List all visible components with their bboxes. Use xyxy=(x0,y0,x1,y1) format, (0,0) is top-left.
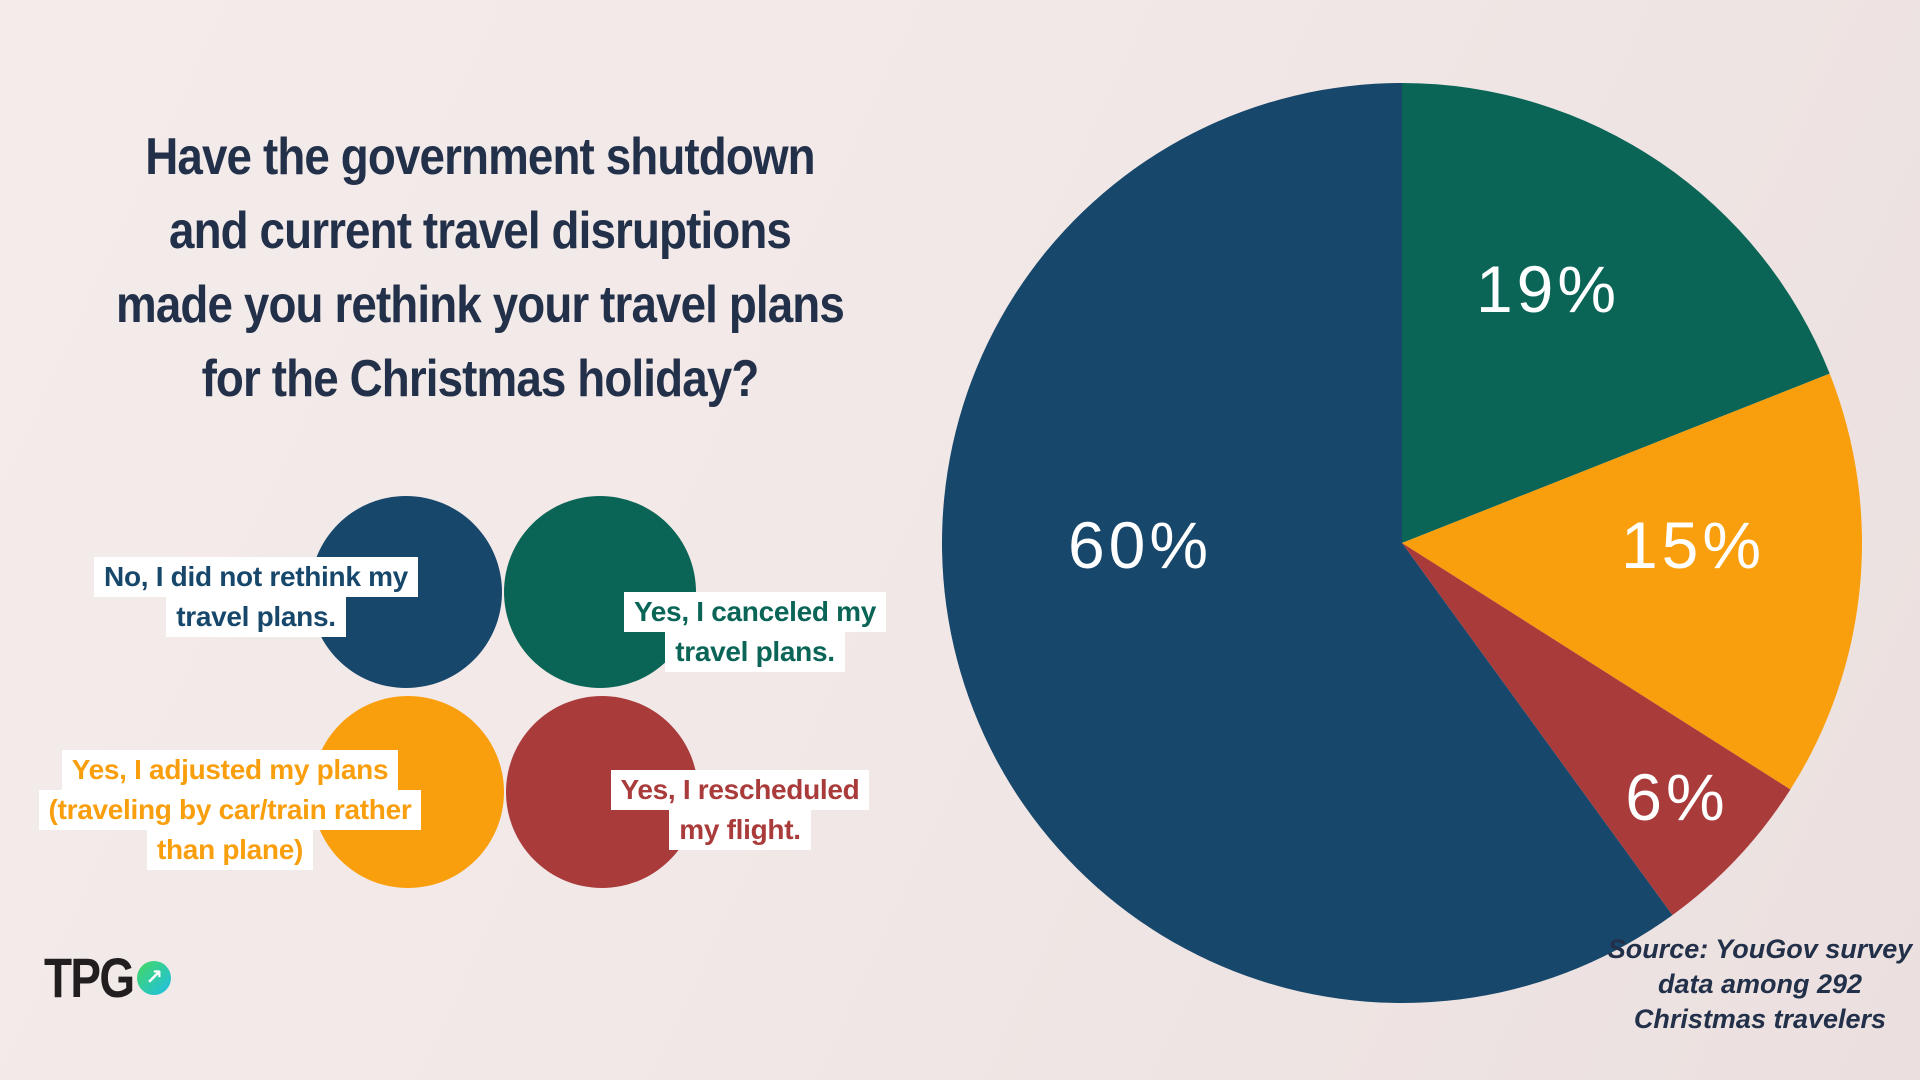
tpg-logo-text: TPG xyxy=(44,946,135,1009)
title-line-4: for the Christmas holiday? xyxy=(201,350,760,408)
legend-label-adjusted: Yes, I adjusted my plans (traveling by c… xyxy=(20,750,440,870)
source-note: Source: YouGov survey data among 292 Chr… xyxy=(1600,932,1920,1037)
legend-label-line: (traveling by car/train rather xyxy=(38,790,422,830)
title-line-1: Have the government shutdown xyxy=(145,128,815,186)
legend-label-rescheduled: Yes, I rescheduled my flight. xyxy=(580,770,900,850)
pie-slice-adjusted xyxy=(1402,373,1863,790)
title-line-3: made you rethink your travel plans xyxy=(116,276,845,334)
tpg-logo-circle: ↗ xyxy=(137,961,172,995)
legend-label-no-rethink: No, I did not rethink my travel plans. xyxy=(76,557,436,637)
source-line-3: Christmas travelers xyxy=(1633,1004,1887,1034)
source-line-2: data among 292 xyxy=(1657,969,1863,999)
legend-label-line: Yes, I rescheduled xyxy=(610,770,870,810)
pie-slice-canceled xyxy=(1402,83,1830,543)
source-line-1: Source: YouGov survey xyxy=(1607,934,1913,964)
legend-label-line: No, I did not rethink my xyxy=(94,557,418,597)
legend-label-line: travel plans. xyxy=(166,597,346,637)
legend-label-line: than plane) xyxy=(146,830,314,870)
arrow-up-right-icon: ↗ xyxy=(145,965,163,989)
legend-label-line: my flight. xyxy=(669,810,811,850)
title-line-2: and current travel disruptions xyxy=(169,202,792,260)
pie-slice-rescheduled xyxy=(1402,543,1791,916)
page-title: Have the government shutdown and current… xyxy=(93,120,867,416)
legend-label-line: Yes, I adjusted my plans xyxy=(61,750,399,790)
pie-slice-no-rethink xyxy=(942,83,1673,1004)
tpg-logo: TPG ↗ xyxy=(44,946,172,1009)
legend-label-line: Yes, I canceled my xyxy=(623,592,887,632)
legend-label-canceled: Yes, I canceled my travel plans. xyxy=(595,592,915,672)
legend-label-line: travel plans. xyxy=(665,632,845,672)
